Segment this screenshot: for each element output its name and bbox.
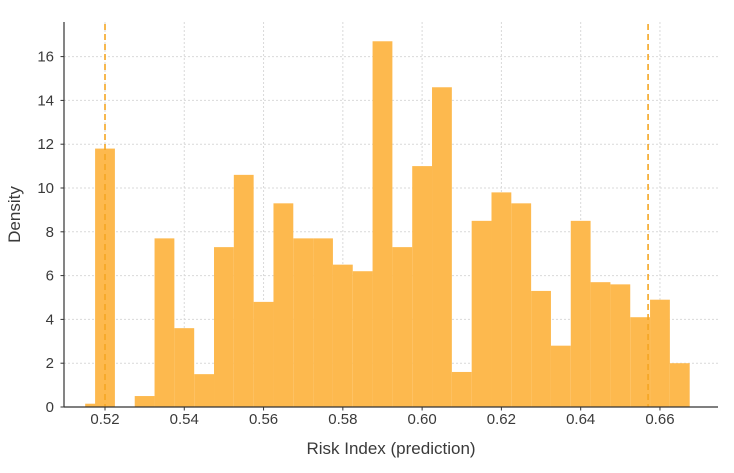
svg-text:0.60: 0.60	[408, 411, 437, 428]
svg-text:0.62: 0.62	[487, 411, 516, 428]
svg-text:12: 12	[37, 136, 54, 153]
svg-text:0.66: 0.66	[645, 411, 674, 428]
svg-text:0.52: 0.52	[90, 411, 119, 428]
svg-text:4: 4	[46, 311, 54, 328]
svg-text:8: 8	[46, 224, 54, 241]
svg-text:0.56: 0.56	[249, 411, 278, 428]
svg-text:0.58: 0.58	[328, 411, 357, 428]
svg-text:0.54: 0.54	[170, 411, 199, 428]
svg-text:0.64: 0.64	[566, 411, 595, 428]
svg-text:2: 2	[46, 355, 54, 372]
svg-text:0: 0	[46, 399, 54, 416]
svg-text:10: 10	[37, 180, 54, 197]
svg-text:16: 16	[37, 49, 54, 66]
svg-text:14: 14	[37, 92, 54, 109]
svg-text:6: 6	[46, 268, 54, 285]
svg-text:Risk Index (prediction): Risk Index (prediction)	[306, 439, 475, 458]
svg-text:Density: Density	[5, 186, 24, 243]
